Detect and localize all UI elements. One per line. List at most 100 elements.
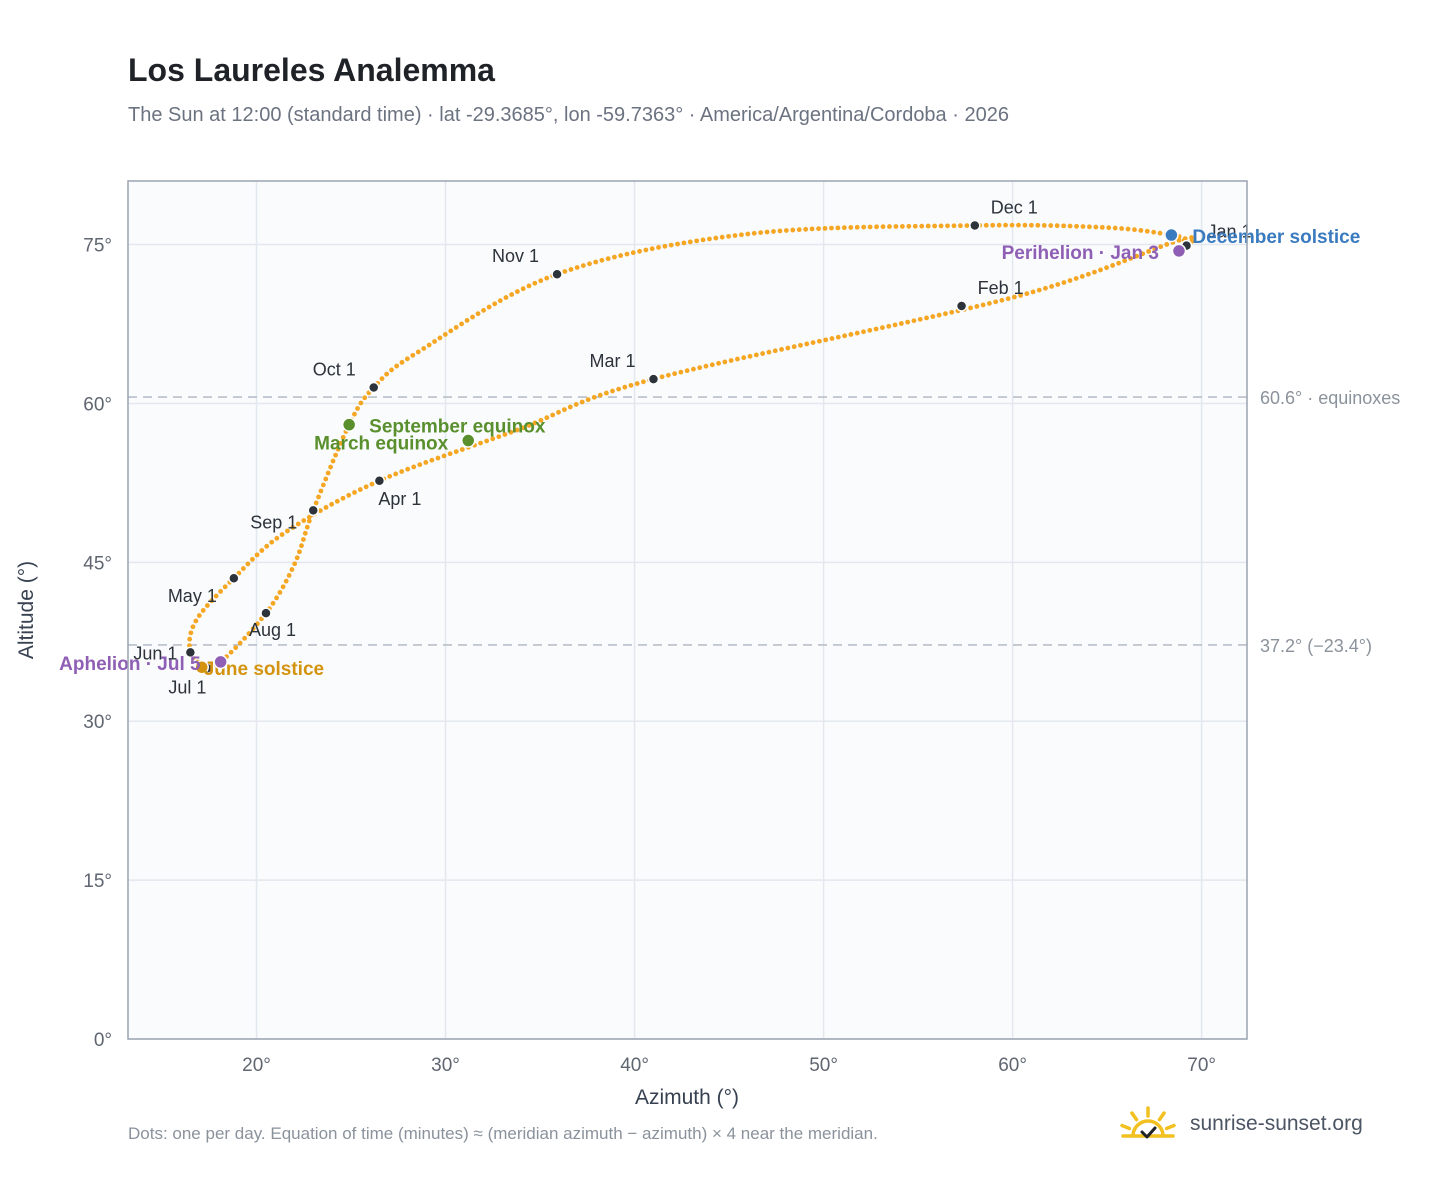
analemma-curve bbox=[187, 222, 1195, 671]
day-dot bbox=[441, 453, 447, 459]
month-label: Jul 1 bbox=[168, 677, 206, 697]
day-dot bbox=[630, 250, 636, 256]
day-dot bbox=[873, 326, 879, 332]
day-dot bbox=[1152, 246, 1158, 252]
day-dot bbox=[363, 484, 369, 490]
event-label: September equinox bbox=[369, 417, 546, 438]
event-dot bbox=[1171, 243, 1187, 259]
day-dot bbox=[1085, 271, 1091, 277]
day-dot bbox=[672, 371, 678, 377]
day-dot bbox=[306, 518, 312, 524]
day-dot bbox=[790, 227, 796, 233]
day-dot bbox=[1041, 223, 1047, 228]
day-dot bbox=[616, 386, 622, 392]
month-label: Aug 1 bbox=[249, 620, 296, 640]
y-axis-label: Altitude (°) bbox=[15, 561, 38, 659]
day-dot bbox=[255, 621, 260, 627]
day-dot bbox=[1073, 276, 1079, 281]
day-dot bbox=[213, 593, 219, 599]
day-dot bbox=[986, 300, 992, 306]
day-dot bbox=[503, 295, 509, 300]
day-dot bbox=[417, 462, 423, 468]
event-label: December solstice bbox=[1192, 227, 1360, 248]
y-tick-label: 15° bbox=[83, 871, 112, 892]
day-dot bbox=[945, 223, 950, 229]
day-dot bbox=[520, 425, 526, 431]
day-dot bbox=[490, 436, 496, 442]
day-dot bbox=[290, 525, 296, 530]
day-dot bbox=[1074, 223, 1079, 229]
day-dot bbox=[936, 312, 942, 318]
day-dot bbox=[520, 286, 526, 292]
day-dot bbox=[1104, 265, 1109, 271]
day-dot bbox=[486, 304, 492, 310]
day-dot bbox=[1079, 273, 1085, 279]
day-dot bbox=[803, 226, 809, 232]
day-dot bbox=[1022, 222, 1028, 228]
day-dot bbox=[713, 235, 719, 241]
brand[interactable]: sunrise-sunset.org bbox=[1120, 1102, 1363, 1146]
day-dot bbox=[951, 223, 957, 229]
day-dot bbox=[628, 382, 634, 388]
day-dot bbox=[318, 488, 324, 494]
day-dot bbox=[949, 309, 955, 315]
day-dot bbox=[200, 608, 206, 613]
day-dot bbox=[643, 247, 649, 253]
day-dot bbox=[325, 470, 331, 476]
day-dot bbox=[432, 339, 437, 344]
day-dot bbox=[404, 356, 410, 362]
day-dot bbox=[1080, 224, 1086, 229]
day-dot bbox=[1049, 283, 1055, 289]
day-dot bbox=[700, 237, 706, 243]
day-dot bbox=[899, 223, 905, 229]
day-dot bbox=[964, 223, 970, 229]
day-dot bbox=[1189, 235, 1194, 240]
day-dot bbox=[829, 336, 835, 341]
day-dot bbox=[550, 412, 556, 418]
day-dot bbox=[990, 222, 996, 228]
day-dot bbox=[848, 332, 854, 337]
day-dot bbox=[384, 371, 390, 377]
day-dot bbox=[1011, 294, 1017, 300]
day-dot bbox=[1140, 251, 1146, 257]
event-label: Perihelion · Jan 3 bbox=[1002, 243, 1159, 264]
day-dot bbox=[437, 335, 443, 341]
day-dot bbox=[1157, 230, 1163, 236]
day-dot bbox=[823, 337, 829, 343]
sun-logo-icon bbox=[1120, 1106, 1176, 1139]
day-dot bbox=[323, 505, 329, 510]
day-dot bbox=[270, 600, 276, 606]
day-dot bbox=[816, 226, 821, 232]
day-dot bbox=[1024, 291, 1030, 297]
day-dot bbox=[974, 304, 980, 309]
day-dot bbox=[389, 367, 394, 373]
day-dot bbox=[1009, 222, 1015, 228]
day-dot bbox=[250, 556, 255, 562]
day-dot bbox=[421, 346, 427, 351]
x-tick-label: 30° bbox=[431, 1055, 460, 1076]
day-dot bbox=[190, 624, 196, 630]
day-dot bbox=[394, 363, 400, 369]
day-dot bbox=[930, 314, 936, 319]
y-tick-label: 45° bbox=[83, 553, 112, 574]
day-dot bbox=[796, 227, 802, 233]
day-dot bbox=[259, 548, 265, 553]
day-dot bbox=[254, 552, 260, 558]
day-dot bbox=[665, 372, 671, 378]
footnote: Dots: one per day. Equation of time (min… bbox=[128, 1124, 878, 1143]
day-dot bbox=[410, 352, 416, 358]
reference-line-label: 37.2° (−23.4°) bbox=[1260, 636, 1372, 656]
day-dot bbox=[996, 222, 1002, 228]
reference-lines: 60.6° · equinoxes 37.2° (−23.4°) bbox=[128, 388, 1400, 656]
month-dot bbox=[969, 219, 981, 232]
day-dot bbox=[355, 406, 360, 411]
month-label: Feb 1 bbox=[978, 278, 1024, 298]
day-dot bbox=[741, 355, 747, 361]
day-dot bbox=[496, 434, 502, 440]
day-dot bbox=[1132, 227, 1137, 233]
day-dot bbox=[854, 224, 860, 230]
day-dot bbox=[1098, 267, 1103, 273]
day-dot bbox=[917, 316, 923, 322]
day-dot bbox=[245, 561, 251, 567]
